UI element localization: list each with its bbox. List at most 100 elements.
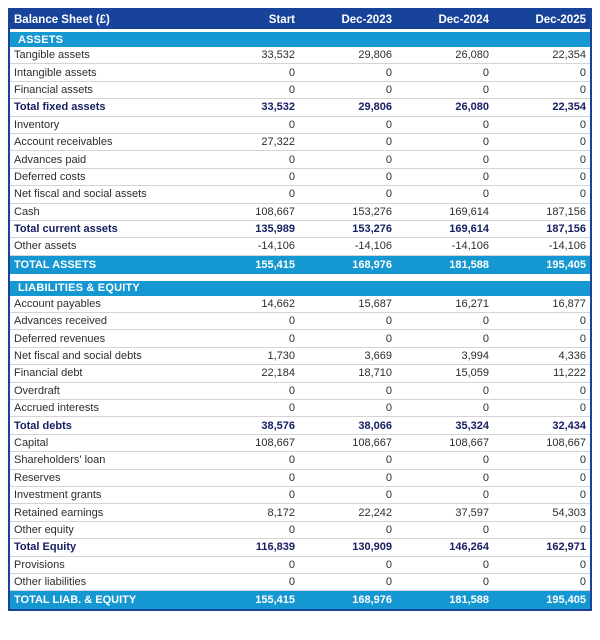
row-value-3: 0	[482, 523, 489, 536]
balance-sheet-table: Balance Sheet (£) Start Dec-2023 Dec-2024 D…	[8, 8, 592, 612]
table-row: Other assets -14,106 -14,106 -14,106 -14,106	[10, 238, 590, 256]
header-row: Balance Sheet (£) Start Dec-2023 Dec-2024 D…	[10, 10, 590, 29]
total-value-2: 168,976	[352, 258, 392, 271]
row-value-1: 0	[288, 402, 295, 415]
table-row: Intangible assets 0 0 0 0	[10, 64, 590, 82]
row-value-4: 22,354	[552, 101, 586, 114]
row-value-2: 15,687	[358, 297, 392, 310]
row-value-3: 35,324	[455, 419, 489, 432]
row-value-2: 0	[385, 66, 392, 79]
row-value-1: 116,839	[255, 541, 295, 554]
subtotal-row: Total fixed assets 33,532 29,806 26,080 22,3…	[10, 99, 590, 117]
row-value-4: 0	[579, 489, 586, 502]
total-value-4: 195,405	[546, 594, 586, 607]
row-label: Investment grants	[14, 489, 102, 502]
row-value-4: -14,106	[548, 240, 586, 253]
row-label: Shareholders' loan	[14, 454, 106, 467]
row-value-4: 0	[579, 170, 586, 183]
row-label: Capital	[14, 437, 49, 449]
row-value-1: 0	[288, 576, 295, 589]
column-header-3: Dec-2024	[438, 13, 489, 26]
row-value-1: 0	[288, 384, 295, 397]
row-value-2: 22,242	[358, 506, 392, 519]
table-row: Financial debt 22,184 18,710 15,059 11,222	[10, 365, 590, 383]
row-value-3: 26,080	[455, 101, 489, 114]
table-row: Financial assets 0 0 0 0	[10, 81, 590, 100]
table-row: Other equity 0 0 0 0	[10, 521, 590, 540]
row-value-2: -14,106	[354, 240, 392, 253]
section-total-row: TOTAL LIAB. & EQUITY 155,415 168,976 181,58…	[10, 591, 590, 610]
section-header: LIABILITIES & EQUITY	[10, 280, 590, 296]
row-value-1: 38,576	[261, 419, 295, 432]
row-value-2: 130,909	[352, 541, 392, 554]
table-row: Retained earnings 8,172 22,242 37,597 54,303	[10, 504, 590, 522]
row-label: Other liabilities	[14, 576, 87, 589]
row-value-3: 0	[482, 489, 489, 502]
row-value-3: 0	[482, 83, 489, 96]
row-value-1: 33,532	[261, 101, 295, 114]
section-header: ASSETS	[10, 32, 590, 47]
row-value-2: 29,806	[358, 101, 392, 114]
row-value-4: 0	[579, 576, 586, 589]
row-value-3: -14,106	[451, 240, 489, 253]
row-value-4: 162,971	[546, 541, 586, 554]
row-value-3: 0	[482, 471, 489, 484]
row-label: Advances received	[14, 315, 107, 328]
row-value-2: 3,669	[364, 350, 392, 363]
row-value-1: 8,172	[267, 506, 295, 519]
table-row: Investment grants 0 0 0 0	[10, 486, 590, 505]
table-row: Net fiscal and social debts 1,730 3,669 3,9…	[10, 347, 590, 366]
total-label: TOTAL LIAB. & EQUITY	[14, 594, 137, 607]
row-value-4: 0	[579, 66, 586, 79]
total-value-1: 155,415	[255, 594, 295, 607]
column-header-4: Dec-2025	[535, 13, 586, 26]
row-value-4: 22,354	[552, 49, 586, 62]
row-value-1: 0	[288, 153, 295, 166]
section-title: ASSETS	[18, 33, 64, 46]
row-label: Accrued interests	[14, 402, 99, 415]
row-label: Net fiscal and social debts	[14, 350, 142, 363]
table-row: Account payables 14,662 15,687 16,271 16,877	[10, 295, 590, 314]
row-value-2: 0	[385, 523, 392, 536]
row-value-1: 33,532	[261, 49, 295, 62]
row-label: Total current assets	[14, 223, 118, 236]
table-title: Balance Sheet (£)	[14, 13, 110, 26]
row-value-2: 0	[385, 188, 392, 201]
row-value-4: 0	[579, 118, 586, 131]
row-value-2: 0	[385, 332, 392, 345]
row-value-3: 0	[482, 576, 489, 589]
row-value-4: 108,667	[546, 437, 586, 449]
row-label: Deferred costs	[14, 170, 86, 183]
table-row: Advances paid 0 0 0 0	[10, 151, 590, 169]
row-value-2: 0	[385, 118, 392, 131]
row-value-3: 0	[482, 170, 489, 183]
row-value-3: 37,597	[455, 506, 489, 519]
row-label: Provisions	[14, 558, 65, 571]
section-title: LIABILITIES & EQUITY	[18, 282, 140, 295]
row-label: Retained earnings	[14, 506, 104, 519]
subtotal-row: Total debts 38,576 38,066 35,324 32,434	[10, 417, 590, 435]
row-value-2: 0	[385, 471, 392, 484]
row-value-2: 0	[385, 384, 392, 397]
section-total-row: TOTAL ASSETS 155,415 168,976 181,588 195,405	[10, 255, 590, 274]
row-label: Total fixed assets	[14, 101, 106, 114]
table-row: Provisions 0 0 0 0	[10, 556, 590, 574]
row-label: Tangible assets	[14, 49, 90, 62]
row-value-1: 0	[288, 188, 295, 201]
row-value-1: 135,989	[255, 223, 295, 236]
row-value-2: 0	[385, 454, 392, 467]
row-value-4: 187,156	[546, 223, 586, 236]
row-value-4: 54,303	[552, 506, 586, 519]
row-value-4: 0	[579, 315, 586, 328]
row-value-3: 0	[482, 118, 489, 131]
row-value-2: 153,276	[352, 223, 392, 236]
row-value-3: 0	[482, 402, 489, 415]
row-label: Cash	[14, 205, 40, 218]
table-row: Deferred costs 0 0 0 0	[10, 168, 590, 187]
row-value-1: 0	[288, 118, 295, 131]
row-label: Reserves	[14, 471, 61, 484]
total-value-3: 181,588	[449, 594, 489, 607]
row-label: Inventory	[14, 118, 60, 131]
row-value-2: 108,667	[352, 437, 392, 449]
